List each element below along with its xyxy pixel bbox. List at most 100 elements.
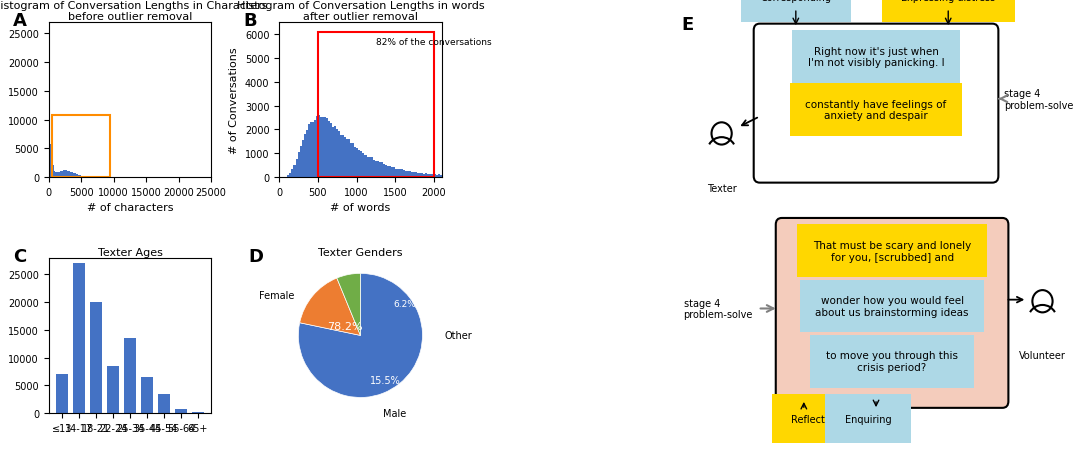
Bar <box>332 127 334 178</box>
Bar <box>55 173 56 178</box>
Y-axis label: # of Conversations: # of Conversations <box>230 47 240 154</box>
Bar <box>306 131 308 178</box>
Bar <box>50 145 52 178</box>
Bar <box>359 151 360 178</box>
Text: That must be scary and lonely
for you, [scrubbed] and: That must be scary and lonely for you, [… <box>813 241 971 262</box>
Text: A: A <box>13 12 27 30</box>
Text: Corresponding: Corresponding <box>760 0 831 3</box>
Bar <box>318 115 320 178</box>
Bar <box>141 377 153 413</box>
Bar <box>420 174 422 178</box>
Bar <box>385 165 387 178</box>
Bar <box>301 141 304 178</box>
Bar <box>59 172 60 178</box>
Bar <box>312 122 313 178</box>
Bar <box>192 412 204 413</box>
Text: D: D <box>248 247 263 265</box>
Bar <box>439 175 441 178</box>
Bar <box>328 122 330 178</box>
Bar <box>387 167 389 178</box>
Bar <box>324 118 326 178</box>
Text: Other: Other <box>444 330 472 341</box>
FancyBboxPatch shape <box>753 25 998 183</box>
Bar <box>431 175 434 178</box>
Text: C: C <box>13 247 26 265</box>
Wedge shape <box>298 274 423 397</box>
Text: E: E <box>682 16 694 34</box>
Text: Expressing distress: Expressing distress <box>901 0 995 3</box>
Bar <box>345 138 346 178</box>
Bar <box>346 139 348 178</box>
Y-axis label: # of Conversations: # of Conversations <box>0 47 2 154</box>
Bar <box>175 409 186 413</box>
Bar <box>297 153 299 178</box>
Bar <box>78 175 79 178</box>
Text: constantly have feelings of
anxiety and despair: constantly have feelings of anxiety and … <box>805 100 946 121</box>
Bar <box>391 167 392 178</box>
Bar <box>375 162 376 178</box>
Bar <box>318 33 434 178</box>
Bar <box>360 152 362 178</box>
Bar <box>86 177 88 178</box>
Bar <box>79 176 81 178</box>
Text: Enquiring: Enquiring <box>844 414 891 424</box>
Bar <box>65 171 66 178</box>
Bar <box>66 171 68 178</box>
X-axis label: # of words: # of words <box>331 203 390 213</box>
Bar <box>395 169 397 178</box>
Bar <box>411 173 413 178</box>
Bar <box>383 165 385 178</box>
Bar <box>56 375 68 413</box>
Bar <box>62 171 63 178</box>
Bar <box>72 172 73 178</box>
Bar <box>413 173 415 178</box>
Bar <box>338 132 340 178</box>
Bar <box>397 169 399 178</box>
Text: to move you through this
crisis period?: to move you through this crisis period? <box>826 351 958 372</box>
Bar <box>424 174 425 178</box>
Bar <box>354 148 357 178</box>
Bar <box>371 158 373 178</box>
Text: stage 4
problem-solve: stage 4 problem-solve <box>684 298 753 319</box>
Text: Male: Male <box>383 408 406 418</box>
Text: 6.2%: 6.2% <box>393 299 416 308</box>
Bar <box>429 175 431 178</box>
Bar <box>322 118 324 178</box>
Bar <box>409 172 411 178</box>
Bar <box>392 168 395 178</box>
Bar <box>81 176 82 178</box>
Title: Texter Genders: Texter Genders <box>319 247 402 257</box>
Bar <box>73 174 75 178</box>
FancyBboxPatch shape <box>776 218 1008 408</box>
Text: 78.2%: 78.2% <box>327 321 363 331</box>
Text: Volunteer: Volunteer <box>1019 350 1066 360</box>
Bar <box>69 172 72 178</box>
Bar <box>415 173 417 178</box>
Wedge shape <box>337 274 361 336</box>
Bar <box>369 158 371 178</box>
Bar <box>348 140 350 178</box>
Bar <box>292 170 294 178</box>
Bar <box>308 125 310 178</box>
Bar <box>343 136 345 178</box>
X-axis label: # of characters: # of characters <box>87 203 173 213</box>
Bar <box>326 119 328 178</box>
Bar <box>124 338 136 413</box>
Bar <box>76 174 78 178</box>
Bar <box>352 144 354 178</box>
Bar <box>334 127 336 178</box>
Bar <box>376 162 378 178</box>
Bar <box>296 159 297 178</box>
Bar <box>403 170 405 178</box>
Bar <box>52 165 53 178</box>
Bar <box>340 135 343 178</box>
Bar <box>350 144 352 178</box>
Text: stage 4
problem-solve: stage 4 problem-solve <box>1005 89 1074 110</box>
Bar <box>68 172 69 178</box>
Bar <box>75 174 76 178</box>
Bar <box>378 162 380 178</box>
Wedge shape <box>299 279 360 336</box>
Bar <box>417 174 420 178</box>
Bar <box>315 117 318 178</box>
Bar <box>366 157 369 178</box>
